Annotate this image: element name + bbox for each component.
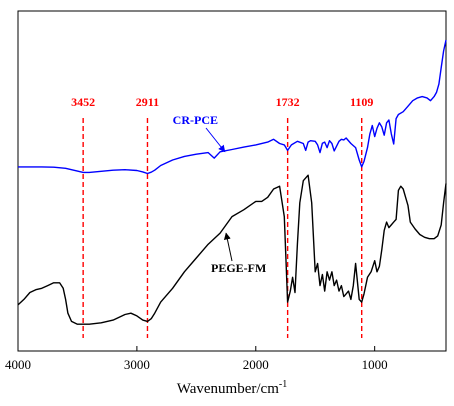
peak-marker-label: 2911	[136, 95, 159, 109]
series-annotations: CR-PCE PEGE-FM	[173, 113, 267, 275]
series-annotation-label: PEGE-FM	[211, 261, 266, 275]
x-axis-ticks: 4000 3000 2000 1000	[5, 346, 388, 372]
plot-frame	[17, 10, 447, 352]
series-annotation-arrow	[205, 127, 226, 153]
x-tick-label: 1000	[362, 357, 388, 372]
x-axis-title: Wavenumber/cm-1	[177, 379, 287, 397]
x-tick-label: 4000	[5, 357, 31, 372]
series-annotation-arrow	[223, 232, 233, 262]
peak-markers: 3452 2911 1732 1109	[71, 95, 373, 338]
peak-marker-label: 1109	[350, 95, 373, 109]
series-line	[18, 39, 447, 175]
x-axis-title-text: Wavenumber/cm	[177, 381, 279, 397]
x-tick-label: 3000	[124, 357, 150, 372]
series-annotation-label: CR-PCE	[173, 113, 218, 127]
peak-marker-label: 3452	[71, 95, 95, 109]
peak-marker-label: 1732	[276, 95, 300, 109]
series-lines	[17, 39, 447, 325]
x-axis-title-superscript: -1	[279, 379, 287, 390]
x-tick-label: 2000	[243, 357, 269, 372]
series-line	[17, 174, 447, 325]
